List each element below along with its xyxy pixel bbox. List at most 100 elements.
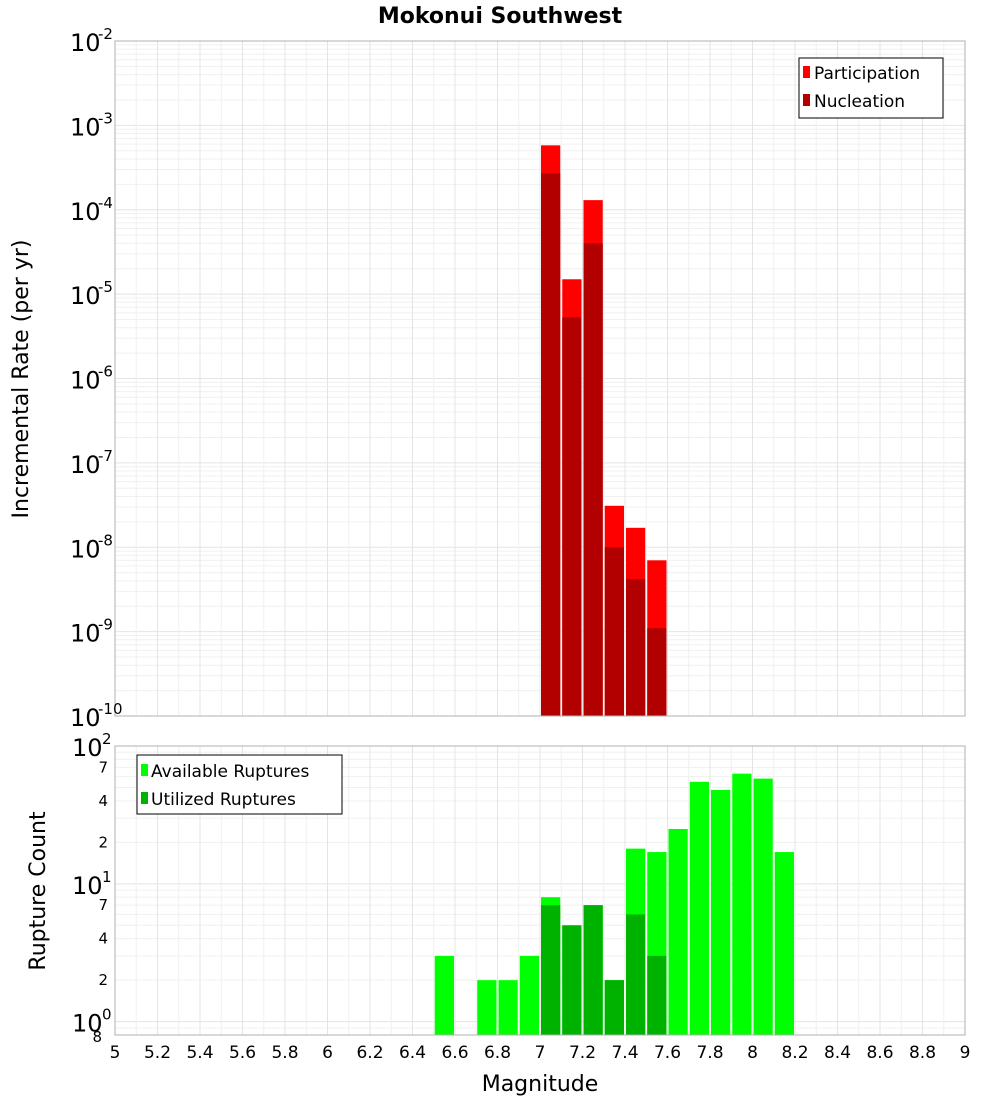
bar-available-ruptures <box>711 789 731 1035</box>
y-tick-label: 10-3 <box>70 109 113 141</box>
y-tick-label: 10-5 <box>70 278 113 310</box>
chart-title: Mokonui Southwest <box>378 4 623 29</box>
bar-available-ruptures <box>732 773 752 1035</box>
bar-available-ruptures <box>498 980 518 1035</box>
top-plot-grid <box>114 40 966 717</box>
y-tick-base: 10 <box>72 872 103 900</box>
x-tick-label: 6.8 <box>484 1043 511 1063</box>
top-legend: Participation Nucleation <box>798 57 944 119</box>
legend-swatch-utilized <box>141 792 148 804</box>
bar-nucleation <box>541 173 561 716</box>
bar-utilized-ruptures <box>583 905 603 1035</box>
bar-utilized-ruptures <box>626 914 646 1035</box>
bar-nucleation <box>626 579 646 716</box>
y-tick-base: 10 <box>70 620 101 648</box>
y-tick-exponent: -3 <box>98 109 113 127</box>
bar-nucleation <box>604 547 624 716</box>
y-tick-label: 10-2 <box>70 25 113 57</box>
bar-available-ruptures <box>668 828 688 1035</box>
x-axis-label: Magnitude <box>482 1072 599 1097</box>
y-tick-exponent: -4 <box>98 194 113 212</box>
y-tick-base: 10 <box>70 367 101 395</box>
bar-available-ruptures <box>753 778 773 1035</box>
x-tick-label: 7.8 <box>696 1043 723 1063</box>
x-tick-label: 5.4 <box>186 1043 213 1063</box>
y-tick-exponent: -9 <box>98 616 113 634</box>
bottom-y-axis-label: Rupture Count <box>26 811 51 971</box>
x-tick-label: 8.6 <box>866 1043 893 1063</box>
y-tick-exponent: 1 <box>102 868 112 886</box>
y-minor-tick-label: 7 <box>98 758 108 776</box>
y-minor-tick-label: 8 <box>92 1028 102 1046</box>
bar-utilized-ruptures <box>647 955 667 1035</box>
x-tick-label: 7.2 <box>569 1043 596 1063</box>
x-tick-label: 5.6 <box>229 1043 256 1063</box>
legend-label-available: Available Ruptures <box>151 762 309 782</box>
y-tick-exponent: 2 <box>102 730 112 748</box>
top-plot-frame <box>114 40 966 717</box>
y-tick-label: 10-7 <box>70 447 113 479</box>
y-tick-base: 10 <box>70 113 101 141</box>
x-tick-label: 8 <box>747 1043 758 1063</box>
x-tick-label: 8.4 <box>824 1043 851 1063</box>
x-tick-label: 6.2 <box>356 1043 383 1063</box>
x-tick-label: 6 <box>322 1043 333 1063</box>
y-tick-label: 10-4 <box>70 194 113 226</box>
y-minor-tick-label: 7 <box>98 896 108 914</box>
y-tick-label: 10 0 <box>72 1006 112 1038</box>
y-tick-exponent: -2 <box>98 25 113 43</box>
y-tick-label: 10 1 <box>72 868 112 900</box>
x-tick-label: 7.4 <box>611 1043 638 1063</box>
legend-label-nucleation: Nucleation <box>814 92 905 112</box>
x-tick-label: 7.6 <box>654 1043 681 1063</box>
x-tick-label: 6.6 <box>441 1043 468 1063</box>
y-tick-exponent: -5 <box>98 278 113 296</box>
x-tick-label: 7 <box>535 1043 546 1063</box>
y-tick-label: 10-10 <box>70 700 123 732</box>
y-tick-label: 10-9 <box>70 616 113 648</box>
y-tick-exponent: -7 <box>98 447 113 465</box>
y-tick-base: 10 <box>70 451 101 479</box>
top-legend-box <box>798 57 944 119</box>
legend-swatch-available <box>141 764 148 776</box>
legend-swatch-nucleation <box>803 94 810 106</box>
legend-swatch-participation <box>803 66 810 78</box>
bar-nucleation <box>647 628 667 716</box>
legend-label-participation: Participation <box>814 64 920 84</box>
y-tick-label: 10 2 <box>72 730 112 762</box>
x-tick-label: 6.4 <box>399 1043 426 1063</box>
top-plot-bars <box>541 145 667 717</box>
x-tick-label: 5.2 <box>144 1043 171 1063</box>
x-tick-label: 5.8 <box>271 1043 298 1063</box>
x-tick-label: 8.8 <box>909 1043 936 1063</box>
y-minor-tick-label: 4 <box>98 930 108 948</box>
bar-nucleation <box>583 243 603 717</box>
bar-available-ruptures <box>519 955 539 1035</box>
y-minor-tick-label: 2 <box>98 833 108 851</box>
bar-nucleation <box>562 317 582 716</box>
x-tick-label: 8.2 <box>781 1043 808 1063</box>
legend-label-utilized: Utilized Ruptures <box>151 790 296 810</box>
bar-available-ruptures <box>774 852 794 1035</box>
bar-available-ruptures <box>689 781 709 1035</box>
x-tick-label: 5 <box>110 1043 121 1063</box>
y-tick-base: 10 <box>72 734 103 762</box>
bottom-plot-frame <box>114 745 966 1036</box>
y-minor-tick-label: 4 <box>98 792 108 810</box>
bottom-legend-box <box>136 754 343 815</box>
y-tick-label: 10-6 <box>70 363 113 395</box>
bar-available-ruptures <box>434 955 454 1035</box>
y-tick-base: 10 <box>70 29 101 57</box>
x-tick-label: 9 <box>960 1043 971 1063</box>
y-tick-exponent: -8 <box>98 531 113 549</box>
bar-available-ruptures <box>477 980 497 1035</box>
y-tick-base: 10 <box>72 1010 103 1038</box>
bar-utilized-ruptures <box>541 905 561 1035</box>
y-tick-exponent: -10 <box>98 700 123 718</box>
x-axis-ticks: 5 5.2 5.4 5.6 5.8 6 6.2 6.4 6.6 6.8 7 7.2 7.4 7.6 7.8 8… <box>110 1043 971 1063</box>
y-tick-label: 10-8 <box>70 531 113 563</box>
bottom-plot-bars <box>434 773 794 1035</box>
